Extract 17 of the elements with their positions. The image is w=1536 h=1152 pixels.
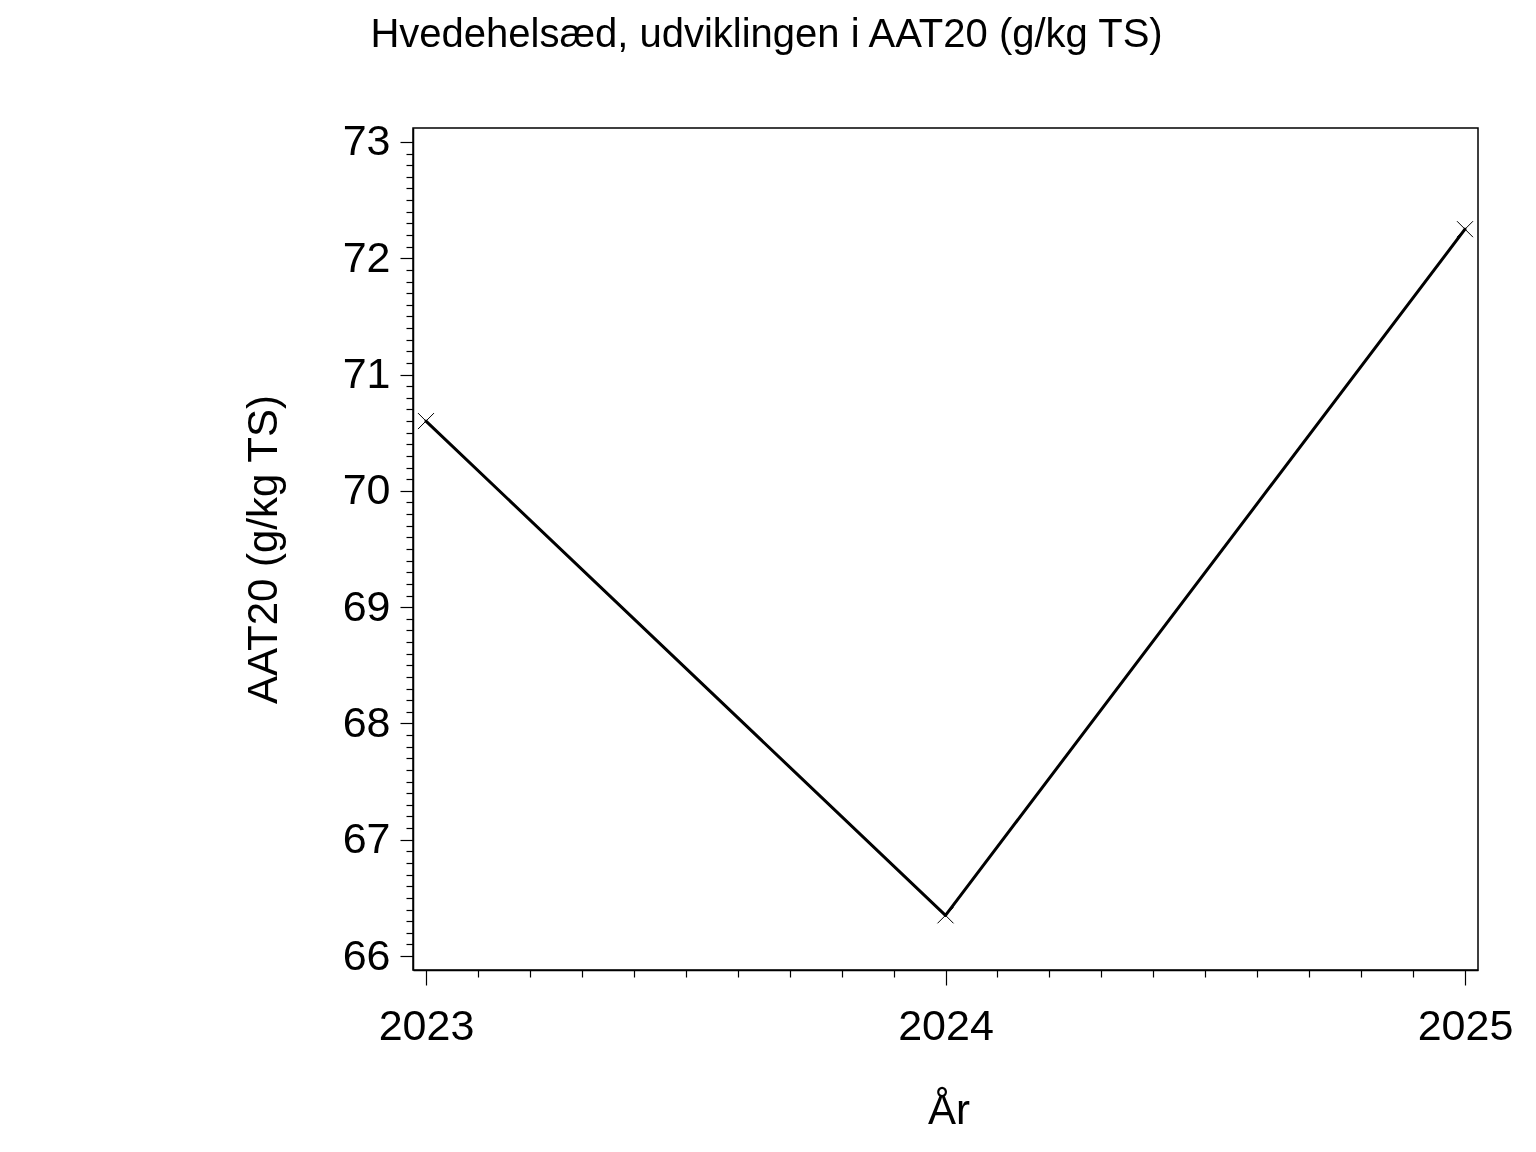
y-tick-label: 69 — [342, 581, 391, 630]
point — [417, 412, 435, 430]
x-tick-label: 2024 — [898, 1000, 994, 1049]
x-tick-label: 2025 — [1417, 1000, 1514, 1049]
y-tick-label: 68 — [342, 697, 391, 746]
y-tick-label: 70 — [342, 465, 391, 514]
point — [1456, 220, 1474, 238]
y-tick-label: 73 — [342, 116, 391, 165]
y-axis-title: AAT20 (g/kg TS) — [238, 395, 286, 704]
y-tick-label: 72 — [342, 232, 391, 281]
x-tick-label: 2023 — [378, 1000, 475, 1049]
y-tick-label: 67 — [342, 814, 391, 863]
x-axis-title: År — [928, 1085, 971, 1133]
chart-title: Hvedehelsæd, udviklingen i AAT20 (g/kg TS) — [370, 10, 1163, 55]
y-tick-label: 66 — [342, 930, 391, 979]
point — [937, 906, 954, 924]
y-tick-label: 71 — [342, 349, 391, 398]
